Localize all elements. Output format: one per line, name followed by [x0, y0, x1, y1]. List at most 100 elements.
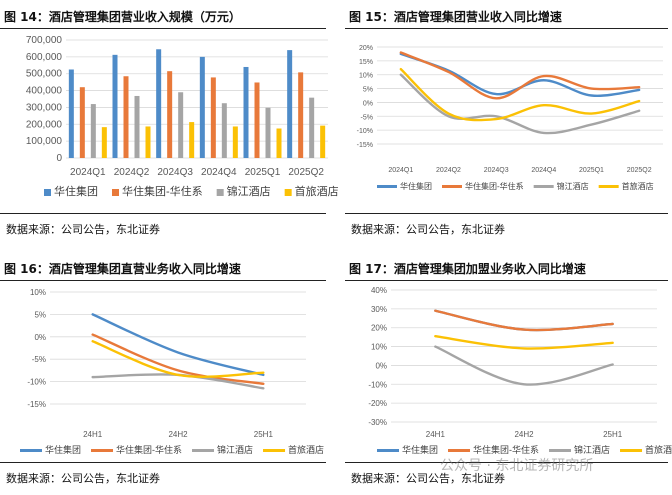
bar — [101, 127, 107, 158]
bar — [210, 77, 216, 158]
y-tick-label: 10% — [359, 73, 373, 80]
series-line — [91, 340, 265, 378]
x-tick-label: 2025Q1 — [579, 167, 604, 174]
panel-direct-growth: 图 16：酒店管理集团直营业务收入同比增速 -15% -10% -5% 0% 5% 10%… — [0, 252, 336, 495]
x-tick-label: 2024Q4 — [201, 167, 237, 178]
legend-swatch — [284, 189, 292, 196]
legend-label: 华住集团-华住系 — [473, 444, 539, 455]
watermark: 公众号 · 东北证券研究所 — [440, 458, 594, 474]
legend-swatch — [112, 189, 119, 196]
series-line — [91, 333, 265, 386]
x-tick-label: 25H1 — [254, 430, 274, 439]
y-tick-label: 20% — [371, 324, 387, 333]
y-tick-label: -10% — [27, 378, 46, 387]
x-tick-label: 2024Q1 — [388, 167, 413, 174]
source-note: 数据来源：公司公告，东北证券 — [6, 223, 160, 236]
x-tick-label: 24H2 — [514, 430, 534, 439]
legend-swatch — [620, 449, 643, 452]
title-rule — [0, 28, 326, 29]
x-tick-label: 25H1 — [603, 430, 623, 439]
bar — [309, 97, 315, 158]
panel-revenue-growth: 图 15：酒店管理集团营业收入同比增速 -15% -10% -5% 0% 5% 10% 15… — [345, 0, 672, 248]
series-line — [399, 73, 641, 135]
y-tick-label: -30% — [368, 418, 387, 427]
chart-title: 图 15：酒店管理集团营业收入同比增速 — [349, 10, 562, 24]
legend-label: 锦江酒店 — [217, 444, 253, 455]
source-note: 数据来源：公司公告，东北证券 — [351, 223, 505, 236]
x-tick-label: 24H1 — [83, 430, 103, 439]
legend-swatch — [377, 449, 399, 452]
bar — [298, 72, 304, 158]
x-tick-label: 2025Q2 — [627, 167, 652, 174]
y-tick-label: 500,000 — [26, 69, 63, 80]
y-tick-label: 200,000 — [26, 119, 63, 130]
legend-swatch — [533, 185, 554, 188]
legend-label: 锦江酒店 — [557, 181, 589, 191]
legend-swatch — [192, 449, 215, 452]
legend-swatch — [549, 449, 572, 452]
series-line — [434, 309, 614, 332]
direct-growth-line-chart: -15% -10% -5% 0% 5% 10% 24H1 24H2 25H1 华住集团 华住集团-华… — [20, 288, 324, 455]
bar — [254, 82, 260, 158]
y-tick-label: 40% — [371, 286, 387, 295]
y-tick-label: 5% — [34, 310, 46, 319]
source-rule — [345, 462, 668, 463]
legend-label: 首旅酒店 — [645, 444, 672, 455]
title-rule — [345, 280, 668, 281]
legend-swatch — [263, 449, 286, 452]
source-note: 数据来源：公司公告，东北证券 — [6, 472, 160, 485]
bar — [178, 92, 184, 158]
y-tick-label: 700,000 — [26, 35, 63, 46]
chart-title: 图 14：酒店管理集团营业收入规模（万元） — [4, 10, 241, 24]
bar — [320, 125, 326, 158]
x-tick-label: 2024Q3 — [484, 167, 509, 174]
bar — [90, 104, 96, 158]
y-tick-label: 0% — [375, 361, 387, 370]
y-tick-label: -20% — [368, 399, 387, 408]
bar — [156, 49, 162, 159]
chart-title: 图 17：酒店管理集团加盟业务收入同比增速 — [349, 262, 586, 276]
bar — [199, 56, 205, 158]
bar — [167, 71, 173, 158]
x-tick-label: 2024Q2 — [436, 167, 461, 174]
x-tick-label: 24H1 — [426, 430, 446, 439]
y-tick-label: 0% — [34, 333, 46, 342]
chart-title: 图 16：酒店管理集团直营业务收入同比增速 — [4, 262, 241, 276]
bar — [145, 126, 151, 158]
source-note: 数据来源：公司公告，东北证券 — [351, 472, 505, 485]
source-rule — [0, 462, 326, 463]
legend-swatch — [448, 449, 471, 452]
legend-label: 锦江酒店 — [227, 184, 271, 198]
bar — [68, 69, 74, 158]
y-tick-label: 0 — [56, 153, 62, 164]
series-line — [434, 335, 614, 350]
y-tick-label: -10% — [357, 128, 373, 135]
y-tick-label: 400,000 — [26, 86, 63, 97]
x-tick-label: 2025Q2 — [288, 167, 324, 178]
source-rule — [0, 213, 326, 214]
x-tick-label: 2024Q1 — [70, 167, 106, 178]
x-tick-label: 2024Q3 — [157, 167, 193, 178]
legend-swatch — [91, 449, 114, 452]
title-rule — [345, 28, 668, 29]
franchise-growth-line-chart: -30% -20% -10% 0% 10% 20% 30% 40% 24H1 24H2 25H1 华住… — [368, 286, 672, 455]
revenue-bar-chart: 0 100,000 200,000 300,000 400,000 500,000 600,… — [26, 35, 339, 198]
y-tick-label: 10% — [30, 288, 46, 297]
y-tick-label: 100,000 — [26, 136, 63, 147]
legend-label: 首旅酒店 — [295, 184, 339, 198]
bar — [265, 107, 271, 158]
y-tick-label: 20% — [359, 45, 373, 52]
y-tick-label: 5% — [363, 87, 373, 94]
source-rule — [345, 213, 668, 214]
legend-label: 华住集团 — [400, 181, 432, 191]
legend-label: 华住集团 — [402, 444, 438, 455]
panel-franchise-growth: 图 17：酒店管理集团加盟业务收入同比增速 -30% -20% -10% 0% 10% 2… — [345, 252, 672, 495]
legend-label: 华住集团-华住系 — [116, 444, 182, 455]
bar — [276, 128, 282, 158]
y-tick-label: 300,000 — [26, 102, 63, 113]
y-tick-label: -5% — [32, 355, 46, 364]
y-tick-label: -5% — [361, 114, 373, 121]
x-tick-label: 24H2 — [168, 430, 188, 439]
y-tick-label: -15% — [27, 400, 46, 409]
bar — [232, 126, 238, 158]
